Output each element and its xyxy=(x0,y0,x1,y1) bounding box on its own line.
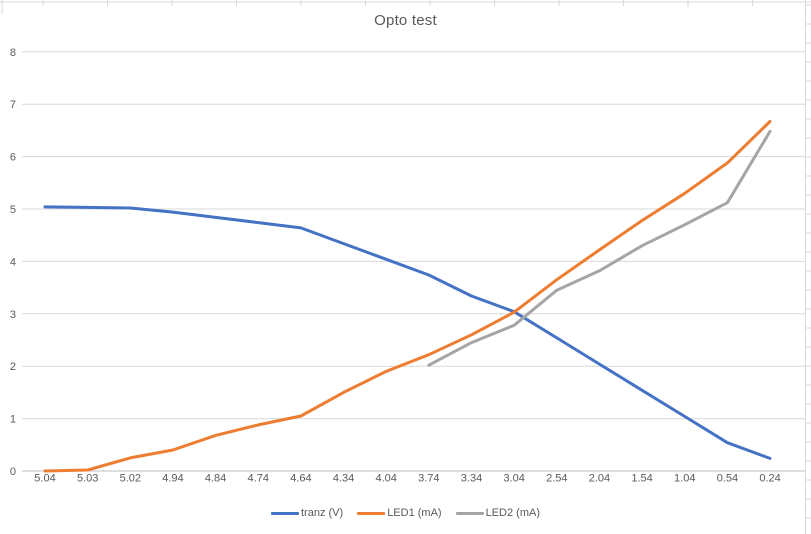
legend-label: LED1 (mA) xyxy=(387,507,442,519)
legend-item-led2-ma[interactable]: LED2 (mA) xyxy=(455,507,540,519)
legend-item-tranz-v[interactable]: tranz (V) xyxy=(271,507,343,519)
x-axis-label: 2.04 xyxy=(589,473,610,485)
x-axis-label: 0.24 xyxy=(759,473,780,485)
legend-line-sample xyxy=(271,511,299,515)
series-line-tranz-v[interactable] xyxy=(43,205,772,460)
legend-line-sample xyxy=(455,511,484,515)
x-axis-label: 5.02 xyxy=(120,473,141,485)
x-axis-label: 3.04 xyxy=(503,473,524,485)
x-axis-label: 4.34 xyxy=(333,473,354,485)
x-axis-label: 5.04 xyxy=(34,473,55,485)
x-axis-label: 2.54 xyxy=(546,473,567,485)
x-axis-label: 4.94 xyxy=(162,473,183,485)
y-axis-label: 3 xyxy=(10,309,16,321)
y-axis-label: 6 xyxy=(10,152,16,164)
x-axis-label: 5.03 xyxy=(77,473,98,485)
chart-legend: tranz (V) LED1 (mA) LED2 (mA) xyxy=(0,505,811,521)
x-axis-label: 4.64 xyxy=(290,473,311,485)
legend-item-led1-ma[interactable]: LED1 (mA) xyxy=(357,507,442,519)
y-axis-label: 4 xyxy=(10,256,16,268)
x-axis-label: 3.34 xyxy=(461,473,482,485)
y-axis-label: 1 xyxy=(10,414,16,426)
series-line-led2-ma[interactable] xyxy=(427,129,772,367)
legend-label: LED2 (mA) xyxy=(485,507,540,519)
legend-line-sample xyxy=(357,511,386,515)
chart-title: Opto test xyxy=(374,12,437,29)
x-axis-label: 1.04 xyxy=(674,473,695,485)
y-axis-label: 7 xyxy=(10,99,16,111)
x-axis-label: 3.74 xyxy=(418,473,439,485)
x-axis-label: 1.54 xyxy=(631,473,652,485)
legend-label: tranz (V) xyxy=(301,507,344,519)
x-axis-label: 4.04 xyxy=(375,473,396,485)
y-axis-label: 0 xyxy=(10,466,16,478)
y-axis-label: 2 xyxy=(10,361,16,373)
series-line-led1-ma[interactable] xyxy=(43,120,772,473)
y-axis-label: 8 xyxy=(10,47,16,59)
x-axis-label: 4.84 xyxy=(205,473,226,485)
x-axis-label: 4.74 xyxy=(248,473,269,485)
x-axis-label: 0.54 xyxy=(717,473,738,485)
y-axis-label: 5 xyxy=(10,204,16,216)
